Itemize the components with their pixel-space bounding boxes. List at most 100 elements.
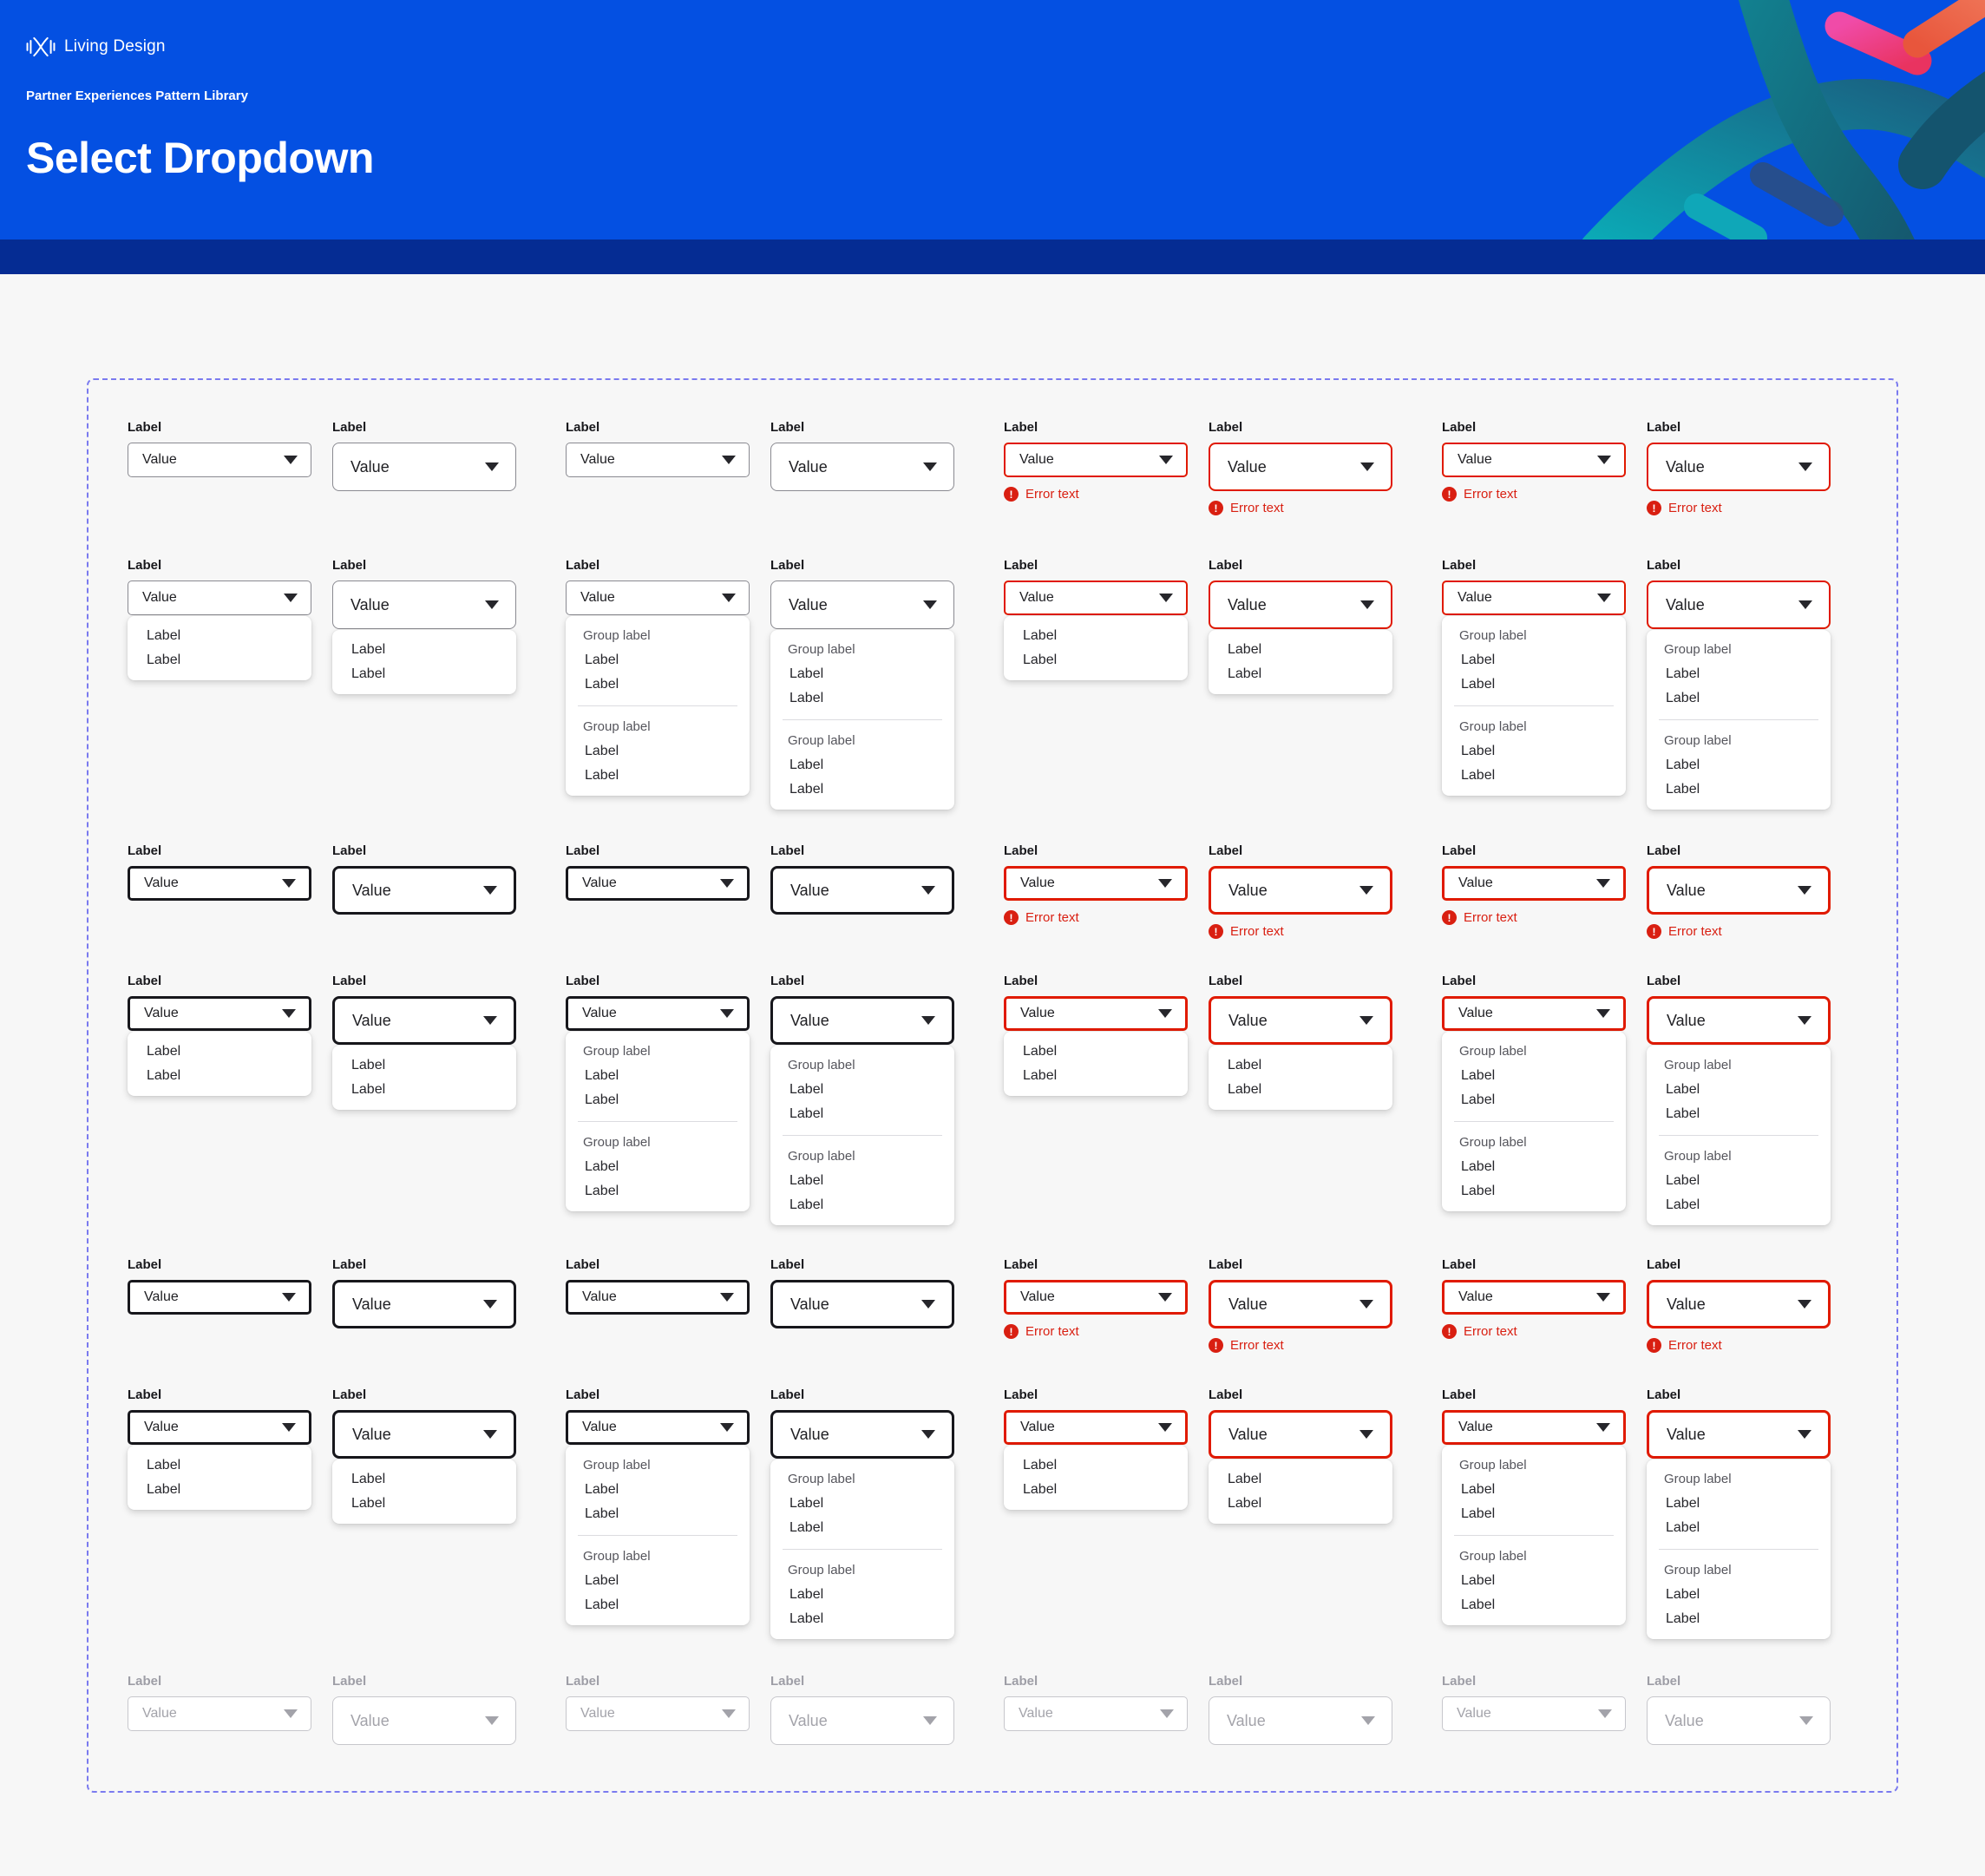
select-trigger[interactable]: Value (128, 996, 311, 1031)
menu-item[interactable]: Label (1461, 1482, 1496, 1497)
select-trigger[interactable]: Value (332, 581, 516, 629)
menu-item[interactable]: Label (351, 1472, 386, 1486)
select-trigger[interactable]: Value (1209, 1280, 1392, 1328)
menu-item[interactable]: Label (789, 1197, 824, 1212)
menu-item[interactable]: Label (789, 782, 824, 797)
select-trigger[interactable]: Value (332, 996, 516, 1045)
select-trigger[interactable]: Value (770, 1280, 954, 1328)
menu-item[interactable]: Label (1666, 1197, 1700, 1212)
menu-item[interactable]: Label (1461, 677, 1496, 692)
select-trigger[interactable]: Value (1647, 866, 1831, 915)
menu-item[interactable]: Label (789, 691, 824, 705)
select-trigger[interactable]: Value (1209, 581, 1392, 629)
select-trigger[interactable]: Value (770, 866, 954, 915)
menu-item[interactable]: Label (585, 1573, 619, 1588)
menu-item[interactable]: Label (789, 666, 824, 681)
menu-item[interactable]: Label (789, 1587, 824, 1602)
menu-item[interactable]: Label (1461, 1597, 1496, 1612)
menu-item[interactable]: Label (1023, 628, 1058, 643)
menu-item[interactable]: Label (351, 1496, 386, 1511)
menu-item[interactable]: Label (585, 768, 619, 783)
select-trigger[interactable]: Value (1004, 1280, 1188, 1315)
select-trigger[interactable]: Value (1442, 866, 1626, 901)
menu-item[interactable]: Label (585, 1092, 619, 1107)
select-trigger[interactable]: Value (1647, 1280, 1831, 1328)
menu-item[interactable]: Label (1461, 1068, 1496, 1083)
menu-item[interactable]: Label (1228, 642, 1262, 657)
select-trigger[interactable]: Value (128, 1410, 311, 1445)
select-trigger[interactable]: Value (1004, 866, 1188, 901)
menu-item[interactable]: Label (789, 1611, 824, 1626)
menu-item[interactable]: Label (147, 653, 181, 667)
menu-item[interactable]: Label (1461, 653, 1496, 667)
select-trigger[interactable]: Value (1004, 1410, 1188, 1445)
select-trigger[interactable]: Value (566, 866, 750, 901)
select-trigger[interactable]: Value (128, 1280, 311, 1315)
menu-item[interactable]: Label (585, 1597, 619, 1612)
select-trigger[interactable]: Value (332, 443, 516, 491)
select-trigger[interactable]: Value (1647, 581, 1831, 629)
menu-item[interactable]: Label (1228, 1496, 1262, 1511)
menu-item[interactable]: Label (147, 1458, 181, 1473)
menu-item[interactable]: Label (585, 653, 619, 667)
select-trigger[interactable]: Value (1442, 1280, 1626, 1315)
select-trigger[interactable]: Value (770, 581, 954, 629)
select-trigger[interactable]: Value (1442, 443, 1626, 477)
select-trigger[interactable]: Value (770, 996, 954, 1045)
menu-item[interactable]: Label (1666, 758, 1700, 772)
menu-item[interactable]: Label (585, 1068, 619, 1083)
menu-item[interactable]: Label (1666, 1611, 1700, 1626)
menu-item[interactable]: Label (147, 1044, 181, 1059)
menu-item[interactable]: Label (1666, 1082, 1700, 1097)
select-trigger[interactable]: Value (566, 1410, 750, 1445)
select-trigger[interactable]: Value (1442, 581, 1626, 615)
menu-item[interactable]: Label (351, 1082, 386, 1097)
menu-item[interactable]: Label (1228, 1472, 1262, 1486)
menu-item[interactable]: Label (789, 1173, 824, 1188)
select-trigger[interactable]: Value (770, 1410, 954, 1459)
menu-item[interactable]: Label (789, 758, 824, 772)
menu-item[interactable]: Label (1461, 744, 1496, 758)
menu-item[interactable]: Label (1666, 1173, 1700, 1188)
select-trigger[interactable]: Value (332, 1410, 516, 1459)
menu-item[interactable]: Label (1461, 1092, 1496, 1107)
menu-item[interactable]: Label (1023, 1458, 1058, 1473)
menu-item[interactable]: Label (1461, 1159, 1496, 1174)
menu-item[interactable]: Label (1461, 768, 1496, 783)
select-trigger[interactable]: Value (1442, 996, 1626, 1031)
select-trigger[interactable]: Value (566, 581, 750, 615)
menu-item[interactable]: Label (585, 744, 619, 758)
menu-item[interactable]: Label (789, 1520, 824, 1535)
menu-item[interactable]: Label (585, 1482, 619, 1497)
select-trigger[interactable]: Value (128, 443, 311, 477)
menu-item[interactable]: Label (1666, 1520, 1700, 1535)
menu-item[interactable]: Label (1666, 782, 1700, 797)
menu-item[interactable]: Label (351, 1058, 386, 1072)
select-trigger[interactable]: Value (1209, 1410, 1392, 1459)
menu-item[interactable]: Label (585, 1506, 619, 1521)
menu-item[interactable]: Label (1228, 1058, 1262, 1072)
menu-item[interactable]: Label (1023, 1068, 1058, 1083)
select-trigger[interactable]: Value (1004, 443, 1188, 477)
menu-item[interactable]: Label (351, 642, 386, 657)
select-trigger[interactable]: Value (1647, 996, 1831, 1045)
menu-item[interactable]: Label (789, 1496, 824, 1511)
menu-item[interactable]: Label (147, 1068, 181, 1083)
select-trigger[interactable]: Value (1209, 996, 1392, 1045)
menu-item[interactable]: Label (1666, 691, 1700, 705)
menu-item[interactable]: Label (1023, 1044, 1058, 1059)
select-trigger[interactable]: Value (1209, 443, 1392, 491)
menu-item[interactable]: Label (147, 628, 181, 643)
select-trigger[interactable]: Value (332, 866, 516, 915)
menu-item[interactable]: Label (1461, 1184, 1496, 1198)
select-trigger[interactable]: Value (566, 996, 750, 1031)
select-trigger[interactable]: Value (566, 443, 750, 477)
menu-item[interactable]: Label (1023, 1482, 1058, 1497)
select-trigger[interactable]: Value (332, 1280, 516, 1328)
select-trigger[interactable]: Value (1647, 443, 1831, 491)
menu-item[interactable]: Label (585, 677, 619, 692)
menu-item[interactable]: Label (789, 1106, 824, 1121)
select-trigger[interactable]: Value (770, 443, 954, 491)
menu-item[interactable]: Label (585, 1184, 619, 1198)
select-trigger[interactable]: Value (1209, 866, 1392, 915)
